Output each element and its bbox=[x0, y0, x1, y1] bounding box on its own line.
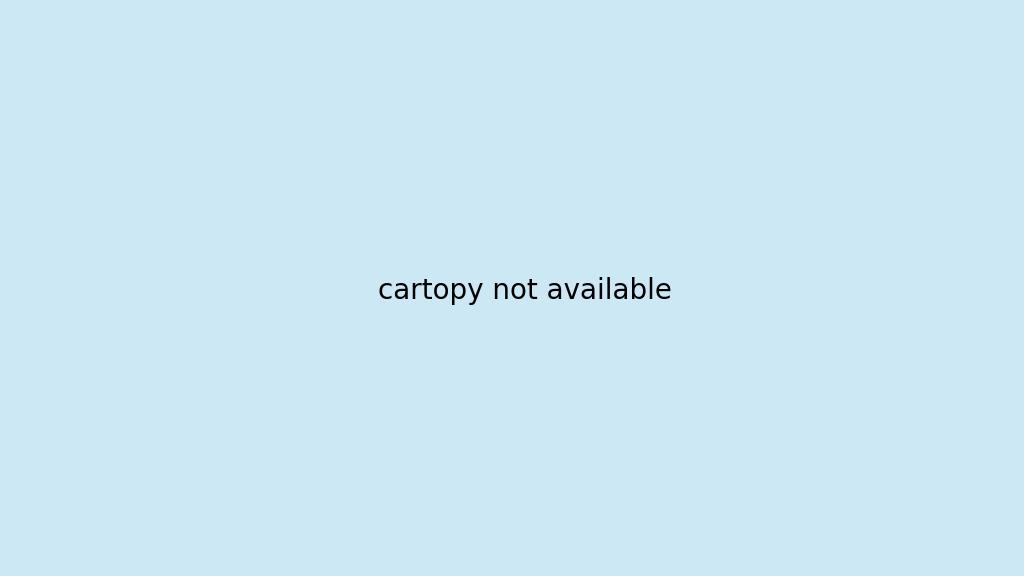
Text: cartopy not available: cartopy not available bbox=[378, 277, 672, 305]
